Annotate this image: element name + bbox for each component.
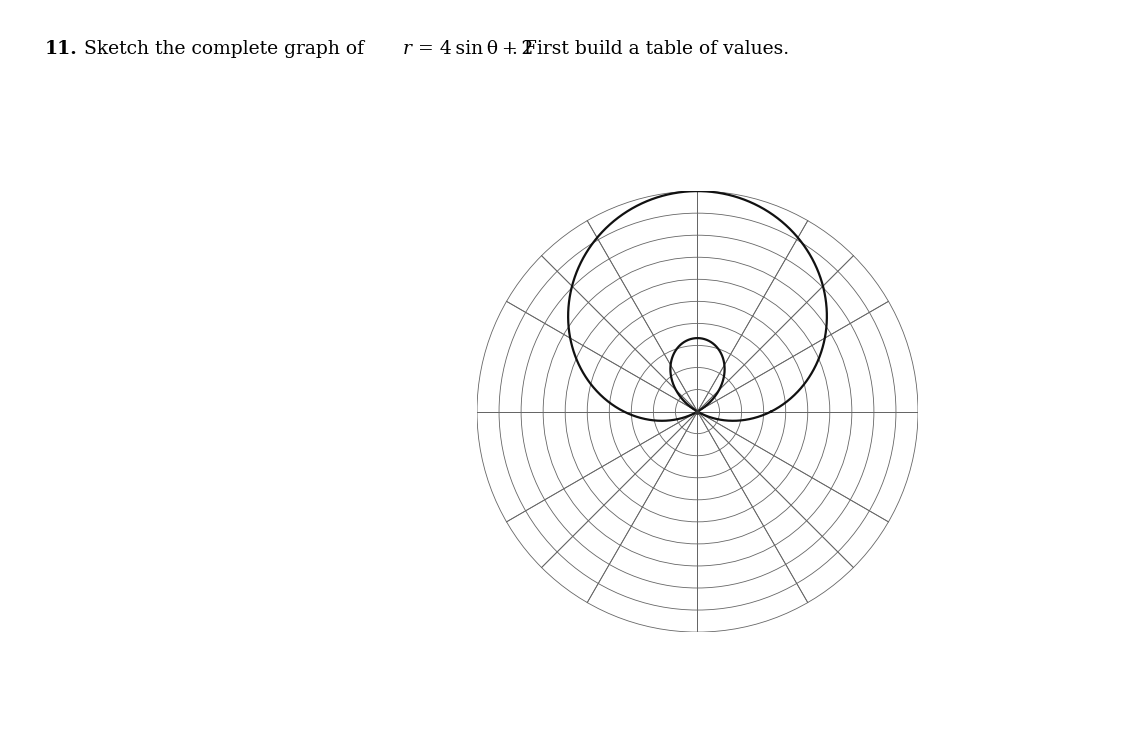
Text: 11.: 11.	[45, 40, 78, 58]
Text: r: r	[403, 40, 412, 58]
Text: = 4 sin θ + 2: = 4 sin θ + 2	[418, 40, 534, 58]
Text: Sketch the complete graph of: Sketch the complete graph of	[84, 40, 364, 58]
Text: . First build a table of values.: . First build a table of values.	[512, 40, 789, 58]
